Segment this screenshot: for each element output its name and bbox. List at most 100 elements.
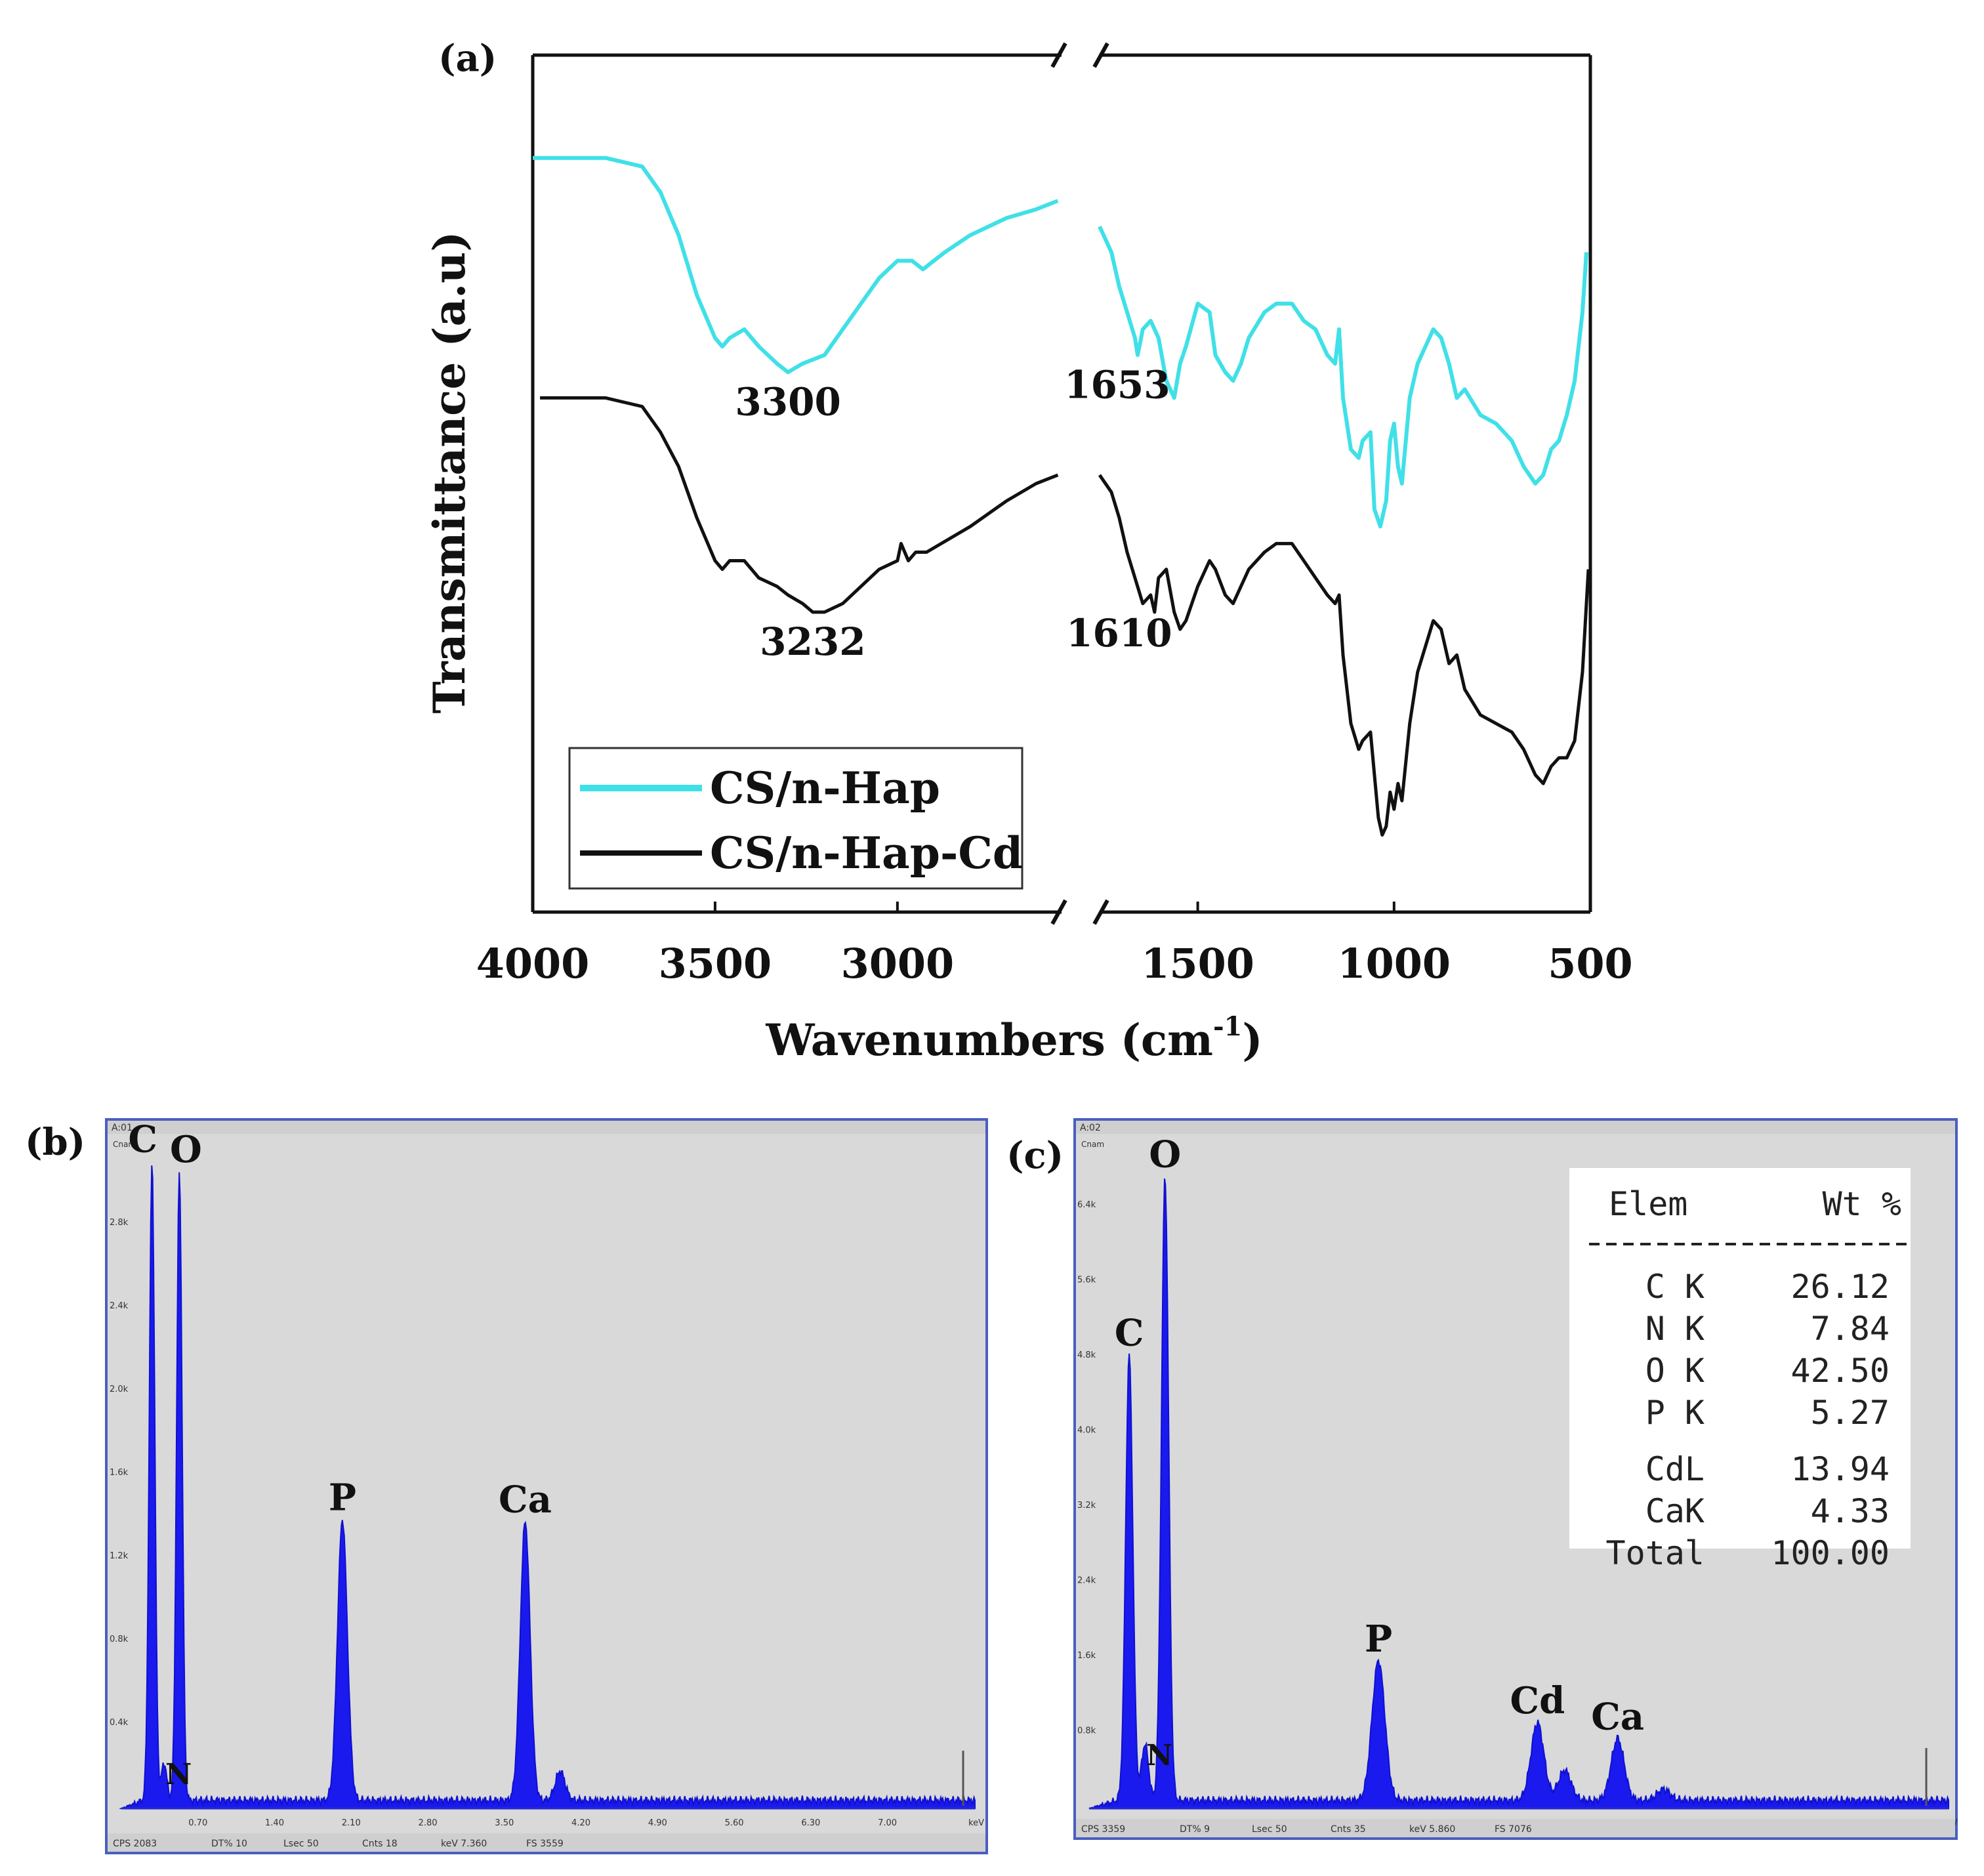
- ftir-x-axis-title: Wavenumbers (cm-1): [765, 1011, 1262, 1066]
- ftir-y-axis-title: Transmittance (a.u): [424, 232, 475, 714]
- b-x-tick-label-5-60: 5.60: [725, 1818, 744, 1828]
- eds-c-status-fields: CPS 3359 DT% 9 Lsec 50 Cnts 35 keV 5.860 FS 7…: [1081, 1824, 1532, 1835]
- eds-c-titlebar: [1076, 1121, 1955, 1134]
- c-spectrum-area: [1088, 1178, 1949, 1809]
- c-status-field-lsec-50: Lsec 50: [1252, 1824, 1287, 1835]
- b-x-unit-label: keV: [968, 1818, 984, 1828]
- b-status-field-dt-10: DT% 10: [211, 1839, 247, 1849]
- eds-c-window-subtitle: Cnam: [1081, 1140, 1104, 1149]
- table-elem-cdl: CdL: [1645, 1450, 1705, 1488]
- legend-box: [568, 747, 1023, 890]
- b-x-tick-label-6-30: 6.30: [801, 1818, 820, 1828]
- ftir-peak-annotation-3300: 3300: [735, 380, 840, 425]
- table-wt-c-k: 26.12: [1790, 1268, 1890, 1306]
- table-elem-cak: CaK: [1645, 1492, 1705, 1530]
- b-x-tick-label-2-10: 2.10: [342, 1818, 361, 1828]
- ftir-peak-annotation-1653: 1653: [1064, 362, 1170, 407]
- c-y-tick-label-6-4k: 6.4k: [1077, 1200, 1096, 1210]
- axis-break-mark-bottom-2: [1092, 899, 1109, 925]
- table-wt-cdl: 13.94: [1790, 1450, 1890, 1488]
- table-wt-n-k: 7.84: [1811, 1310, 1890, 1348]
- b-peak-label-c: C: [128, 1117, 157, 1161]
- c-y-tick-label-0-8k: 0.8k: [1077, 1726, 1096, 1736]
- b-x-tick-label-0-70: 0.70: [188, 1818, 207, 1828]
- panel-c-label: (c): [1006, 1134, 1064, 1177]
- legend-label-cs-n-hap-cd: CS/n-Hap-Cd: [710, 827, 1023, 879]
- b-status-field-kev-7-360: keV 7.360: [441, 1839, 487, 1849]
- b-status-field-cnts-18: Cnts 18: [362, 1839, 398, 1849]
- c-status-field-cnts-35: Cnts 35: [1331, 1824, 1366, 1835]
- ftir-plot-frame: [531, 42, 1592, 925]
- b-spectrum-area: [119, 1165, 976, 1809]
- table-elem-total: Total: [1605, 1534, 1705, 1572]
- c-status-field-cps-3359: CPS 3359: [1081, 1824, 1125, 1835]
- ftir-annotations: 3300 3232 1653 1610: [735, 362, 1172, 664]
- c-status-field-fs-7076: FS 7076: [1495, 1824, 1532, 1835]
- ftir-x-tick-label-3500: 3500: [659, 940, 772, 988]
- c-y-tick-label-5-6k: 5.6k: [1077, 1276, 1096, 1285]
- eds-b-statusbar: [108, 1833, 985, 1852]
- ftir-x-tick-label-3000: 3000: [841, 940, 955, 988]
- eds-c-window-title: A:02: [1080, 1123, 1101, 1133]
- ftir-x-tick-label-1500: 1500: [1141, 940, 1254, 988]
- b-peak-label-n: N: [165, 1758, 192, 1791]
- c-y-tick-label-3-2k: 3.2k: [1077, 1501, 1096, 1511]
- table-elem-o-k: O K: [1645, 1352, 1705, 1390]
- ftir-panel: (a) 4000 3500 3000 1500 1000 500 3300 3232 1653…: [424, 37, 1633, 1066]
- series-line-cs-n-hap-left: [533, 156, 1059, 375]
- ftir-x-tick-label-500: 500: [1548, 940, 1632, 988]
- table-wt-o-k: 42.50: [1790, 1352, 1890, 1390]
- table-header-wt: Wt %: [1823, 1185, 1901, 1223]
- eds-c-statusbar: [1076, 1819, 1955, 1837]
- b-peak-label-p: P: [329, 1476, 356, 1519]
- b-x-tick-label-4-90: 4.90: [648, 1818, 667, 1828]
- axis-break-mark-top-1: [1050, 42, 1067, 68]
- eds-panel-c: (c) A:02 Cnam 0.8k 1.6k 2.4k 3.2k 4.0k 4.8k 5.…: [1006, 1118, 1958, 1840]
- ftir-x-axis-title-close: ): [1242, 1014, 1262, 1066]
- ftir-x-axis-title-sup: -1: [1213, 1011, 1242, 1042]
- axis-break-mark-top-2: [1092, 42, 1109, 68]
- b-x-tick-label-4-20: 4.20: [571, 1818, 590, 1828]
- eds-b-window-subtitle: Cnam: [113, 1140, 136, 1149]
- b-y-tick-label-1-6k: 1.6k: [110, 1468, 129, 1478]
- eds-c-spectrum: [1088, 1178, 1949, 1809]
- ftir-series-group: [533, 156, 1590, 837]
- legend-label-cs-n-hap: CS/n-Hap: [710, 762, 940, 814]
- series-line-cs-n-hap-cd-right: [1098, 474, 1590, 837]
- series-line-cs-n-hap-cd-left: [540, 396, 1059, 614]
- b-status-field-fs-3559: FS 3559: [526, 1839, 564, 1849]
- c-status-field-kev-5-860: keV 5.860: [1409, 1824, 1455, 1835]
- c-peak-label-ca: Ca: [1591, 1696, 1644, 1739]
- b-y-tick-label-2-8k: 2.8k: [110, 1218, 129, 1228]
- table-wt-p-k: 5.27: [1811, 1394, 1890, 1432]
- b-peak-label-ca: Ca: [499, 1478, 552, 1522]
- panel-a-label: (a): [438, 37, 497, 80]
- c-peak-label-o: O: [1149, 1133, 1181, 1176]
- series-line-cs-n-hap-right: [1098, 225, 1588, 529]
- table-rows: C K 26.12 N K 7.84 O K 42.50 P K 5.27 CdL 13.94 Ca…: [1605, 1268, 1890, 1572]
- composition-table-background: [1569, 1168, 1911, 1549]
- ftir-legend: CS/n-Hap CS/n-Hap-Cd: [568, 747, 1023, 890]
- c-y-tick-label-4-8k: 4.8k: [1077, 1350, 1096, 1360]
- eds-b-titlebar: [108, 1121, 985, 1134]
- table-elem-n-k: N K: [1645, 1310, 1705, 1348]
- b-y-tick-label-0-4k: 0.4k: [110, 1718, 129, 1728]
- b-x-tick-label-7-00: 7.00: [878, 1818, 897, 1828]
- table-elem-c-k: C K: [1645, 1268, 1705, 1306]
- b-x-tick-label-3-50: 3.50: [495, 1818, 514, 1828]
- c-y-tick-label-4-0k: 4.0k: [1077, 1426, 1096, 1436]
- ftir-peak-annotation-3232: 3232: [760, 619, 865, 664]
- ftir-x-tick-label-1000: 1000: [1338, 940, 1451, 988]
- c-peak-label-c: C: [1115, 1311, 1144, 1354]
- b-y-tick-label-2-0k: 2.0k: [110, 1385, 129, 1394]
- table-elem-p-k: P K: [1645, 1394, 1705, 1432]
- table-header-elem: Elem: [1609, 1185, 1687, 1223]
- b-status-field-cps-2083: CPS 2083: [113, 1839, 157, 1849]
- c-y-tick-label-2-4k: 2.4k: [1077, 1576, 1096, 1586]
- b-status-field-lsec-50: Lsec 50: [283, 1839, 319, 1849]
- table-wt-total: 100.00: [1771, 1534, 1890, 1572]
- b-y-tick-label-2-4k: 2.4k: [110, 1301, 129, 1311]
- c-peak-label-n: N: [1146, 1739, 1172, 1772]
- eds-b-peak-labels: C N O P Ca: [128, 1117, 551, 1791]
